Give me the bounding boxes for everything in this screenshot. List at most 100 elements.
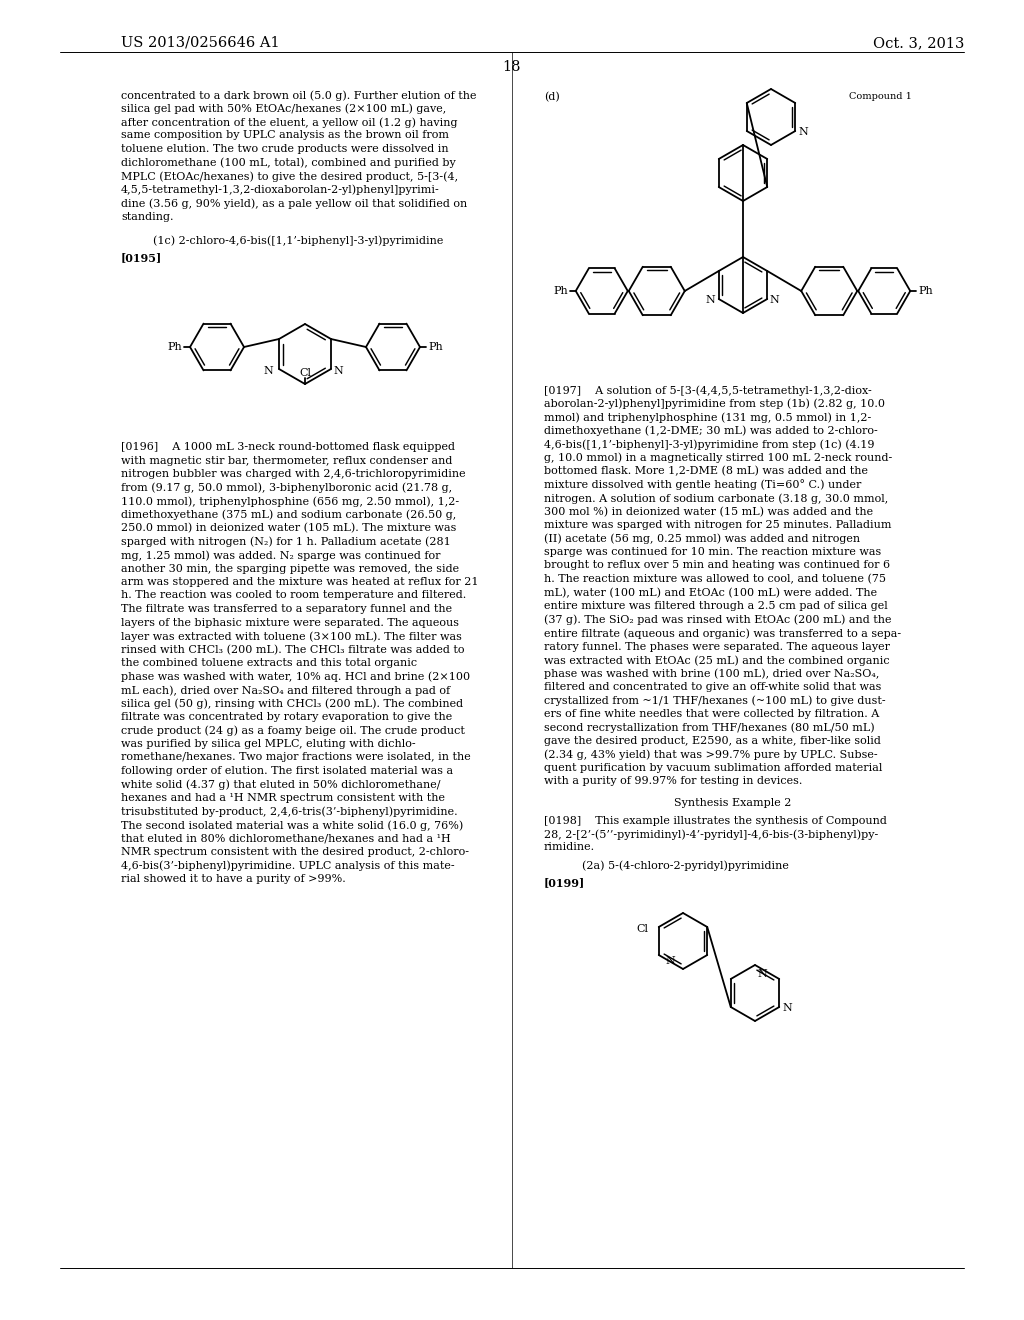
Text: layers of the biphasic mixture were separated. The aqueous: layers of the biphasic mixture were sepa… <box>121 618 459 627</box>
Text: silica gel pad with 50% EtOAc/hexanes (2×100 mL) gave,: silica gel pad with 50% EtOAc/hexanes (2… <box>121 103 446 114</box>
Text: with a purity of 99.97% for testing in devices.: with a purity of 99.97% for testing in d… <box>544 776 803 787</box>
Text: 28, 2-[2’-(5’’-pyrimidinyl)-4’-pyridyl]-4,6-bis-(3-biphenyl)py-: 28, 2-[2’-(5’’-pyrimidinyl)-4’-pyridyl]-… <box>544 829 879 840</box>
Text: 18: 18 <box>503 59 521 74</box>
Text: N: N <box>782 1003 792 1012</box>
Text: (II) acetate (56 mg, 0.25 mmol) was added and nitrogen: (II) acetate (56 mg, 0.25 mmol) was adde… <box>544 533 860 544</box>
Text: NMR spectrum consistent with the desired product, 2-chloro-: NMR spectrum consistent with the desired… <box>121 847 469 857</box>
Text: (d): (d) <box>544 92 560 103</box>
Text: 4,5,5-tetramethyl-1,3,2-dioxaborolan-2-yl)phenyl]pyrimi-: 4,5,5-tetramethyl-1,3,2-dioxaborolan-2-y… <box>121 185 439 195</box>
Text: layer was extracted with toluene (3×100 mL). The filter was: layer was extracted with toluene (3×100 … <box>121 631 462 642</box>
Text: N: N <box>705 294 715 305</box>
Text: 110.0 mmol), triphenylphosphine (656 mg, 2.50 mmol), 1,2-: 110.0 mmol), triphenylphosphine (656 mg,… <box>121 496 459 507</box>
Text: The second isolated material was a white solid (16.0 g, 76%): The second isolated material was a white… <box>121 820 463 830</box>
Text: filtrate was concentrated by rotary evaporation to give the: filtrate was concentrated by rotary evap… <box>121 711 453 722</box>
Text: Cl: Cl <box>299 368 311 378</box>
Text: N: N <box>799 127 808 137</box>
Text: concentrated to a dark brown oil (5.0 g). Further elution of the: concentrated to a dark brown oil (5.0 g)… <box>121 90 476 100</box>
Text: silica gel (50 g), rinsing with CHCl₃ (200 mL). The combined: silica gel (50 g), rinsing with CHCl₃ (2… <box>121 698 463 709</box>
Text: sparge was continued for 10 min. The reaction mixture was: sparge was continued for 10 min. The rea… <box>544 546 882 557</box>
Text: h. The reaction mixture was allowed to cool, and toluene (75: h. The reaction mixture was allowed to c… <box>544 574 886 585</box>
Text: mg, 1.25 mmol) was added. N₂ sparge was continued for: mg, 1.25 mmol) was added. N₂ sparge was … <box>121 550 440 561</box>
Text: nitrogen bubbler was charged with 2,4,6-trichloropyrimidine: nitrogen bubbler was charged with 2,4,6-… <box>121 469 466 479</box>
Text: sparged with nitrogen (N₂) for 1 h. Palladium acetate (281: sparged with nitrogen (N₂) for 1 h. Pall… <box>121 536 451 546</box>
Text: 250.0 mmol) in deionized water (105 mL). The mixture was: 250.0 mmol) in deionized water (105 mL).… <box>121 523 457 533</box>
Text: dimethoxyethane (375 mL) and sodium carbonate (26.50 g,: dimethoxyethane (375 mL) and sodium carb… <box>121 510 457 520</box>
Text: that eluted in 80% dichloromethane/hexanes and had a ¹H: that eluted in 80% dichloromethane/hexan… <box>121 833 451 843</box>
Text: Oct. 3, 2013: Oct. 3, 2013 <box>872 36 964 50</box>
Text: Ph: Ph <box>167 342 182 352</box>
Text: ratory funnel. The phases were separated. The aqueous layer: ratory funnel. The phases were separated… <box>544 642 890 652</box>
Text: gave the desired product, E2590, as a white, fiber-like solid: gave the desired product, E2590, as a wh… <box>544 737 881 746</box>
Text: (37 g). The SiO₂ pad was rinsed with EtOAc (200 mL) and the: (37 g). The SiO₂ pad was rinsed with EtO… <box>544 615 892 626</box>
Text: rinsed with CHCl₃ (200 mL). The CHCl₃ filtrate was added to: rinsed with CHCl₃ (200 mL). The CHCl₃ fi… <box>121 644 465 655</box>
Text: (2.34 g, 43% yield) that was >99.7% pure by UPLC. Subse-: (2.34 g, 43% yield) that was >99.7% pure… <box>544 750 878 760</box>
Text: (2a) 5-(4-chloro-2-pyridyl)pyrimidine: (2a) 5-(4-chloro-2-pyridyl)pyrimidine <box>582 861 788 871</box>
Text: dimethoxyethane (1,2-DME; 30 mL) was added to 2-chloro-: dimethoxyethane (1,2-DME; 30 mL) was add… <box>544 425 878 436</box>
Text: white solid (4.37 g) that eluted in 50% dichloromethane/: white solid (4.37 g) that eluted in 50% … <box>121 780 440 791</box>
Text: mL), water (100 mL) and EtOAc (100 mL) were added. The: mL), water (100 mL) and EtOAc (100 mL) w… <box>544 587 878 598</box>
Text: arm was stoppered and the mixture was heated at reflux for 21: arm was stoppered and the mixture was he… <box>121 577 478 587</box>
Text: after concentration of the eluent, a yellow oil (1.2 g) having: after concentration of the eluent, a yel… <box>121 117 458 128</box>
Text: 4,6-bis(3’-biphenyl)pyrimidine. UPLC analysis of this mate-: 4,6-bis(3’-biphenyl)pyrimidine. UPLC ana… <box>121 861 455 871</box>
Text: mmol) and triphenylphosphine (131 mg, 0.5 mmol) in 1,2-: mmol) and triphenylphosphine (131 mg, 0.… <box>544 412 871 422</box>
Text: 4,6-bis([1,1’-biphenyl]-3-yl)pyrimidine from step (1c) (4.19: 4,6-bis([1,1’-biphenyl]-3-yl)pyrimidine … <box>544 440 874 450</box>
Text: hexanes and had a ¹H NMR spectrum consistent with the: hexanes and had a ¹H NMR spectrum consis… <box>121 793 445 803</box>
Text: toluene elution. The two crude products were dissolved in: toluene elution. The two crude products … <box>121 144 449 154</box>
Text: ers of fine white needles that were collected by filtration. A: ers of fine white needles that were coll… <box>544 709 880 719</box>
Text: was extracted with EtOAc (25 mL) and the combined organic: was extracted with EtOAc (25 mL) and the… <box>544 655 890 665</box>
Text: aborolan-2-yl)phenyl]pyrimidine from step (1b) (2.82 g, 10.0: aborolan-2-yl)phenyl]pyrimidine from ste… <box>544 399 885 409</box>
Text: mL each), dried over Na₂SO₄ and filtered through a pad of: mL each), dried over Na₂SO₄ and filtered… <box>121 685 451 696</box>
Text: brought to reflux over 5 min and heating was continued for 6: brought to reflux over 5 min and heating… <box>544 561 890 570</box>
Text: mixture dissolved with gentle heating (Ti=60° C.) under: mixture dissolved with gentle heating (T… <box>544 479 861 490</box>
Text: Compound 1: Compound 1 <box>849 92 912 102</box>
Text: trisubstituted by-product, 2,4,6-tris(3’-biphenyl)pyrimidine.: trisubstituted by-product, 2,4,6-tris(3’… <box>121 807 458 817</box>
Text: US 2013/0256646 A1: US 2013/0256646 A1 <box>121 36 280 50</box>
Text: rial showed it to have a purity of >99%.: rial showed it to have a purity of >99%. <box>121 874 346 884</box>
Text: dine (3.56 g, 90% yield), as a pale yellow oil that solidified on: dine (3.56 g, 90% yield), as a pale yell… <box>121 198 467 209</box>
Text: crystallized from ~1/1 THF/hexanes (~100 mL) to give dust-: crystallized from ~1/1 THF/hexanes (~100… <box>544 696 886 706</box>
Text: Ph: Ph <box>553 286 567 296</box>
Text: was purified by silica gel MPLC, eluting with dichlo-: was purified by silica gel MPLC, eluting… <box>121 739 416 748</box>
Text: romethane/hexanes. Two major fractions were isolated, in the: romethane/hexanes. Two major fractions w… <box>121 752 471 763</box>
Text: entire mixture was filtered through a 2.5 cm pad of silica gel: entire mixture was filtered through a 2.… <box>544 601 888 611</box>
Text: [0196]    A 1000 mL 3-neck round-bottomed flask equipped: [0196] A 1000 mL 3-neck round-bottomed f… <box>121 442 455 451</box>
Text: g, 10.0 mmol) in a magnetically stirred 100 mL 2-neck round-: g, 10.0 mmol) in a magnetically stirred … <box>544 453 892 463</box>
Text: dichloromethane (100 mL, total), combined and purified by: dichloromethane (100 mL, total), combine… <box>121 157 456 168</box>
Text: [0195]: [0195] <box>121 252 162 264</box>
Text: from (9.17 g, 50.0 mmol), 3-biphenylboronic acid (21.78 g,: from (9.17 g, 50.0 mmol), 3-biphenylboro… <box>121 483 453 494</box>
Text: N: N <box>769 294 779 305</box>
Text: nitrogen. A solution of sodium carbonate (3.18 g, 30.0 mmol,: nitrogen. A solution of sodium carbonate… <box>544 492 888 503</box>
Text: quent purification by vacuum sublimation afforded material: quent purification by vacuum sublimation… <box>544 763 883 774</box>
Text: 300 mol %) in deionized water (15 mL) was added and the: 300 mol %) in deionized water (15 mL) wa… <box>544 507 873 517</box>
Text: crude product (24 g) as a foamy beige oil. The crude product: crude product (24 g) as a foamy beige oi… <box>121 726 465 737</box>
Text: phase was washed with brine (100 mL), dried over Na₂SO₄,: phase was washed with brine (100 mL), dr… <box>544 668 880 678</box>
Text: Ph: Ph <box>919 286 933 296</box>
Text: standing.: standing. <box>121 211 173 222</box>
Text: with magnetic stir bar, thermometer, reflux condenser and: with magnetic stir bar, thermometer, ref… <box>121 455 453 466</box>
Text: Ph: Ph <box>428 342 442 352</box>
Text: bottomed flask. More 1,2-DME (8 mL) was added and the: bottomed flask. More 1,2-DME (8 mL) was … <box>544 466 868 477</box>
Text: [0199]: [0199] <box>544 878 586 888</box>
Text: entire filtrate (aqueous and organic) was transferred to a sepa-: entire filtrate (aqueous and organic) wa… <box>544 628 901 639</box>
Text: filtered and concentrated to give an off-white solid that was: filtered and concentrated to give an off… <box>544 682 882 692</box>
Text: N: N <box>263 366 273 376</box>
Text: second recrystallization from THF/hexanes (80 mL/50 mL): second recrystallization from THF/hexane… <box>544 722 874 733</box>
Text: (1c) 2-chloro-4,6-bis([1,1’-biphenyl]-3-yl)pyrimidine: (1c) 2-chloro-4,6-bis([1,1’-biphenyl]-3-… <box>153 235 443 246</box>
Text: same composition by UPLC analysis as the brown oil from: same composition by UPLC analysis as the… <box>121 131 449 140</box>
Text: [0197]    A solution of 5-[3-(4,4,5,5-tetramethyl-1,3,2-diox-: [0197] A solution of 5-[3-(4,4,5,5-tetra… <box>544 385 871 396</box>
Text: the combined toluene extracts and this total organic: the combined toluene extracts and this t… <box>121 657 417 668</box>
Text: Synthesis Example 2: Synthesis Example 2 <box>675 799 792 808</box>
Text: N: N <box>333 366 343 376</box>
Text: Cl: Cl <box>637 924 649 935</box>
Text: following order of elution. The first isolated material was a: following order of elution. The first is… <box>121 766 454 776</box>
Text: rimidine.: rimidine. <box>544 842 595 853</box>
Text: h. The reaction was cooled to room temperature and filtered.: h. The reaction was cooled to room tempe… <box>121 590 466 601</box>
Text: MPLC (EtOAc/hexanes) to give the desired product, 5-[3-(4,: MPLC (EtOAc/hexanes) to give the desired… <box>121 172 458 182</box>
Text: phase was washed with water, 10% aq. HCl and brine (2×100: phase was washed with water, 10% aq. HCl… <box>121 672 470 682</box>
Text: mixture was sparged with nitrogen for 25 minutes. Palladium: mixture was sparged with nitrogen for 25… <box>544 520 892 531</box>
Text: [0198]    This example illustrates the synthesis of Compound: [0198] This example illustrates the synt… <box>544 816 887 825</box>
Text: another 30 min, the sparging pipette was removed, the side: another 30 min, the sparging pipette was… <box>121 564 459 573</box>
Text: N: N <box>666 956 675 966</box>
Text: The filtrate was transferred to a separatory funnel and the: The filtrate was transferred to a separa… <box>121 605 453 614</box>
Text: N: N <box>757 969 767 979</box>
